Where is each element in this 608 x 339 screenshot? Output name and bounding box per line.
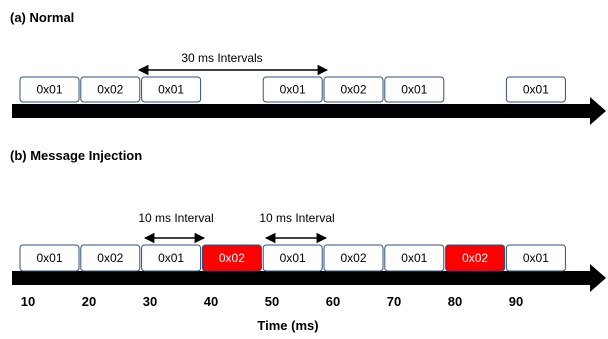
section-a-message-box-4 — [323, 76, 384, 103]
section-b-message-id-8: 0x01 — [523, 251, 549, 265]
section-a-message-box-3 — [262, 76, 323, 103]
section-b-message-box-1 — [80, 244, 141, 272]
section-a-interval-label: 30 ms Intervals — [181, 51, 262, 65]
section-a-message-box-2 — [141, 76, 202, 103]
section-b-message-id-5: 0x02 — [340, 251, 366, 265]
section-b-interval-label-1: 10 ms Interval — [138, 211, 213, 225]
tick-label-40: 40 — [204, 294, 218, 309]
section-a-message-id-3: 0x01 — [280, 83, 306, 97]
section-b-interval-label-2: 10 ms Interval — [259, 211, 334, 225]
section-a-message-id-5: 0x01 — [401, 83, 427, 97]
section-a-message-id-4: 0x02 — [340, 83, 366, 97]
tick-label-10: 10 — [21, 294, 35, 309]
section-b-message-box-8 — [505, 244, 566, 272]
section-b-message-box-5 — [323, 244, 384, 272]
tick-label-20: 20 — [82, 294, 96, 309]
section-a-message-id-2: 0x01 — [158, 83, 184, 97]
tick-label-90: 90 — [509, 294, 523, 309]
time-axis-label: Time (ms) — [257, 318, 318, 333]
section-b-message-id-2: 0x01 — [158, 251, 184, 265]
section-b-message-id-1: 0x02 — [97, 251, 123, 265]
section-a-message-box-1 — [80, 76, 141, 103]
section-a-title: (a) Normal — [10, 10, 74, 25]
section-b-messages: 0x01 0x02 0x01 0x02 0x01 0x02 0x01 0x02 0x01 — [19, 244, 566, 272]
section-a-message-box-6 — [505, 76, 566, 103]
section-b-message-id-7: 0x02 — [462, 251, 488, 265]
section-a-timeline — [12, 97, 606, 125]
section-a-message-id-1: 0x02 — [97, 83, 123, 97]
section-b-message-box-2 — [141, 244, 202, 272]
tick-label-50: 50 — [265, 294, 279, 309]
section-b-title: (b) Message Injection — [10, 148, 142, 163]
tick-label-70: 70 — [387, 294, 401, 309]
section-b-message-id-4: 0x01 — [280, 251, 306, 265]
section-a-message-id-0: 0x01 — [36, 83, 62, 97]
section-b-message-box-7 — [445, 244, 506, 272]
section-a-message-id-6: 0x01 — [523, 83, 549, 97]
section-b-message-box-6 — [384, 244, 445, 272]
section-b-message-box-3 — [201, 244, 262, 272]
section-b-message-id-6: 0x01 — [401, 251, 427, 265]
section-a-message-box-0 — [19, 76, 80, 103]
tick-label-80: 80 — [448, 294, 462, 309]
time-axis-ticks: 10 20 30 40 50 60 70 80 90 — [21, 294, 523, 309]
section-b-message-box-0 — [19, 244, 80, 272]
section-b-message-id-3: 0x02 — [219, 251, 245, 265]
section-b-message-id-0: 0x01 — [36, 251, 62, 265]
section-b-message-box-4 — [262, 244, 323, 272]
section-a-messages: 0x01 0x02 0x01 0x01 0x02 0x01 0x01 — [19, 76, 566, 103]
section-a-message-box-5 — [384, 76, 445, 103]
tick-label-60: 60 — [326, 294, 340, 309]
tick-label-30: 30 — [143, 294, 157, 309]
